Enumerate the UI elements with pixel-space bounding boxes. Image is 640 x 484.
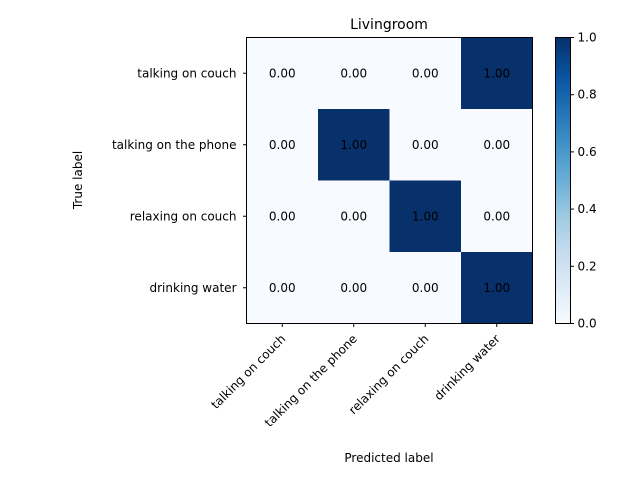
colorbar-tick-label: 0.0 bbox=[578, 317, 597, 331]
heatmap-cell-labels: 0.00 0.00 0.00 1.00 0.00 1.00 0.00 0.00 0.00 0.00… bbox=[269, 66, 510, 295]
cell-value-label: 0.00 bbox=[340, 209, 367, 223]
cell-value-label: 0.00 bbox=[269, 209, 296, 223]
y-tick-label: relaxing on couch bbox=[130, 209, 237, 223]
y-axis-ticks: talking on couch talking on the phone rela… bbox=[112, 66, 247, 295]
y-axis-label: True label bbox=[71, 151, 85, 210]
cell-value-label: 0.00 bbox=[483, 138, 510, 152]
colorbar-gradient bbox=[555, 37, 571, 324]
heatmap-cell bbox=[318, 109, 390, 181]
cell-value-label: 1.00 bbox=[483, 66, 510, 80]
heatmap-cell bbox=[461, 109, 533, 181]
cell-value-label: 0.00 bbox=[340, 66, 367, 80]
cell-value-label: 0.00 bbox=[412, 66, 439, 80]
chart-title: Livingroom bbox=[350, 17, 428, 33]
heatmap-cell bbox=[461, 37, 533, 110]
cell-value-label: 0.00 bbox=[340, 281, 367, 295]
heatmap-cell bbox=[389, 252, 462, 324]
heatmap-cell bbox=[389, 109, 462, 181]
cell-value-label: 0.00 bbox=[269, 281, 296, 295]
colorbar-tick-label: 0.4 bbox=[578, 202, 597, 216]
colorbar-tick-label: 0.2 bbox=[578, 259, 597, 273]
heatmap-cell bbox=[246, 180, 319, 253]
plot-frame bbox=[246, 37, 533, 324]
x-axis-label: Predicted label bbox=[344, 451, 433, 465]
cell-value-label: 0.00 bbox=[483, 209, 510, 223]
heatmap-cell bbox=[318, 37, 390, 110]
heatmap-cell bbox=[246, 252, 319, 324]
cell-value-label: 0.00 bbox=[412, 281, 439, 295]
heatmap-cell bbox=[389, 180, 462, 253]
colorbar-ticks: 0.0 0.2 0.4 0.6 0.8 1.0 bbox=[570, 31, 597, 331]
x-tick-label: drinking water bbox=[431, 332, 502, 403]
cell-value-label: 1.00 bbox=[340, 138, 367, 152]
heatmap-cell bbox=[389, 37, 462, 110]
y-tick-label: drinking water bbox=[150, 281, 237, 295]
heatmap-cell bbox=[246, 37, 319, 110]
heatmap-cell bbox=[318, 180, 390, 253]
cell-value-label: 1.00 bbox=[412, 209, 439, 223]
colorbar-tick-label: 1.0 bbox=[578, 31, 597, 45]
heatmap-cell bbox=[461, 180, 533, 253]
heatmap-cell bbox=[318, 252, 390, 324]
colorbar-tick-label: 0.6 bbox=[578, 145, 597, 159]
colorbar-tick-label: 0.8 bbox=[578, 88, 597, 102]
y-tick-label: talking on couch bbox=[137, 66, 236, 80]
cell-value-label: 0.00 bbox=[412, 138, 439, 152]
cell-value-label: 0.00 bbox=[269, 138, 296, 152]
colorbar: 0.0 0.2 0.4 0.6 0.8 1.0 bbox=[555, 31, 597, 331]
cell-value-label: 1.00 bbox=[483, 281, 510, 295]
cell-value-label: 0.00 bbox=[269, 66, 296, 80]
heatmap-cells bbox=[246, 37, 533, 324]
x-tick-label: relaxing on couch bbox=[346, 332, 431, 417]
y-tick-label: talking on the phone bbox=[112, 138, 237, 152]
x-tick-label: talking on couch bbox=[208, 332, 288, 412]
heatmap-cell bbox=[461, 252, 533, 324]
heatmap-cell bbox=[246, 109, 319, 181]
